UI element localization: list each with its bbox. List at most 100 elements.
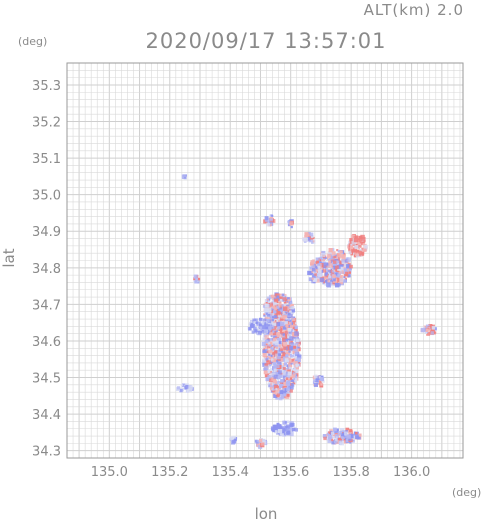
echo-cell: [188, 385, 193, 390]
echo-cell: [288, 350, 291, 353]
echo-cell: [325, 272, 329, 275]
echo-cell: [267, 382, 270, 385]
echo-cell: [269, 360, 273, 363]
echo-cell: [269, 317, 275, 322]
echo-cell: [290, 379, 294, 382]
echo-cell: [341, 436, 346, 441]
echo-cell: [317, 262, 321, 266]
echo-cell: [264, 330, 267, 334]
echo-cell: [362, 247, 367, 252]
echo-cell: [267, 345, 270, 349]
echo-cell: [326, 282, 331, 287]
echo-cell: [357, 238, 361, 242]
echo-cell: [360, 234, 365, 240]
echo-cell: [263, 370, 268, 375]
echo-cell: [268, 349, 273, 354]
echo-cell: [278, 319, 281, 322]
echo-cell: [358, 239, 362, 244]
echo-cell: [354, 253, 358, 257]
echo-cell: [269, 218, 273, 222]
echo-cell: [317, 269, 322, 274]
echo-cell: [265, 373, 269, 378]
echo-cell: [280, 328, 283, 331]
echo-cell: [345, 271, 349, 275]
echo-cell: [284, 388, 288, 392]
echo-cell: [288, 358, 294, 364]
echo-cell: [328, 275, 332, 279]
echo-cell: [273, 296, 276, 299]
echo-cell: [335, 440, 339, 445]
echo-cell: [330, 275, 334, 279]
echo-cell: [250, 320, 253, 324]
echo-cell: [326, 255, 332, 260]
echo-cell: [232, 439, 237, 444]
echo-cell: [282, 326, 287, 330]
echo-cell: [331, 440, 336, 445]
echo-cell: [274, 326, 279, 331]
echo-cell: [334, 268, 338, 272]
echo-cell: [322, 380, 325, 383]
echo-cell: [284, 392, 287, 395]
echo-region: [229, 435, 238, 445]
y-tick-label: 34.8: [32, 262, 61, 277]
echo-cell: [264, 365, 269, 371]
echo-cell: [316, 264, 320, 268]
echo-cell: [318, 273, 323, 278]
echo-cell: [276, 360, 279, 363]
echo-cell: [328, 248, 333, 253]
echo-cell: [183, 176, 186, 179]
echo-cell: [282, 363, 286, 366]
echo-cell: [274, 315, 278, 319]
echo-cell: [286, 367, 290, 370]
echo-cell: [328, 258, 331, 261]
echo-cell: [340, 434, 345, 439]
echo-cell: [317, 266, 321, 269]
echo-cell: [277, 326, 281, 330]
echo-cell: [195, 277, 198, 281]
echo-cell: [332, 435, 335, 438]
echo-cell: [434, 331, 437, 334]
echo-cell: [334, 255, 337, 258]
echo-cell: [335, 256, 341, 261]
echo-field: [176, 174, 437, 450]
echo-cell: [263, 308, 269, 313]
echo-cell: [354, 250, 358, 253]
echo-cell: [278, 344, 282, 347]
echo-cell: [268, 353, 271, 356]
echo-cell: [351, 238, 356, 243]
echo-cell: [282, 342, 287, 347]
echo-cell: [354, 245, 359, 249]
echo-cell: [278, 353, 281, 357]
echo-cell: [328, 260, 332, 263]
echo-cell: [349, 246, 354, 250]
echo-cell: [342, 265, 347, 270]
echo-cell: [272, 322, 276, 327]
echo-cell: [355, 431, 358, 435]
echo-cell: [259, 438, 263, 443]
echo-cell: [267, 300, 271, 303]
echo-cell: [262, 345, 265, 349]
echo-cell: [353, 251, 357, 255]
echo-cell: [323, 279, 326, 283]
echo-cell: [298, 361, 301, 365]
echo-cell: [280, 316, 283, 319]
echo-cell: [321, 250, 326, 255]
echo-cell: [313, 374, 318, 379]
echo-cell: [331, 270, 335, 273]
echo-cell: [324, 280, 328, 283]
echo-cell: [313, 382, 318, 387]
echo-cell: [179, 389, 183, 393]
echo-cell: [267, 364, 271, 368]
echo-cell: [279, 381, 284, 386]
echo-cell: [266, 360, 271, 365]
echo-cell: [336, 277, 341, 282]
echo-cell: [296, 339, 299, 342]
echo-cell: [273, 341, 276, 344]
echo-cell: [291, 332, 297, 337]
echo-cell: [280, 348, 283, 352]
echo-cell: [285, 319, 289, 323]
echo-cell: [345, 427, 350, 432]
echo-cell: [273, 368, 277, 372]
echo-cell: [290, 325, 294, 329]
echo-cell: [348, 248, 352, 252]
